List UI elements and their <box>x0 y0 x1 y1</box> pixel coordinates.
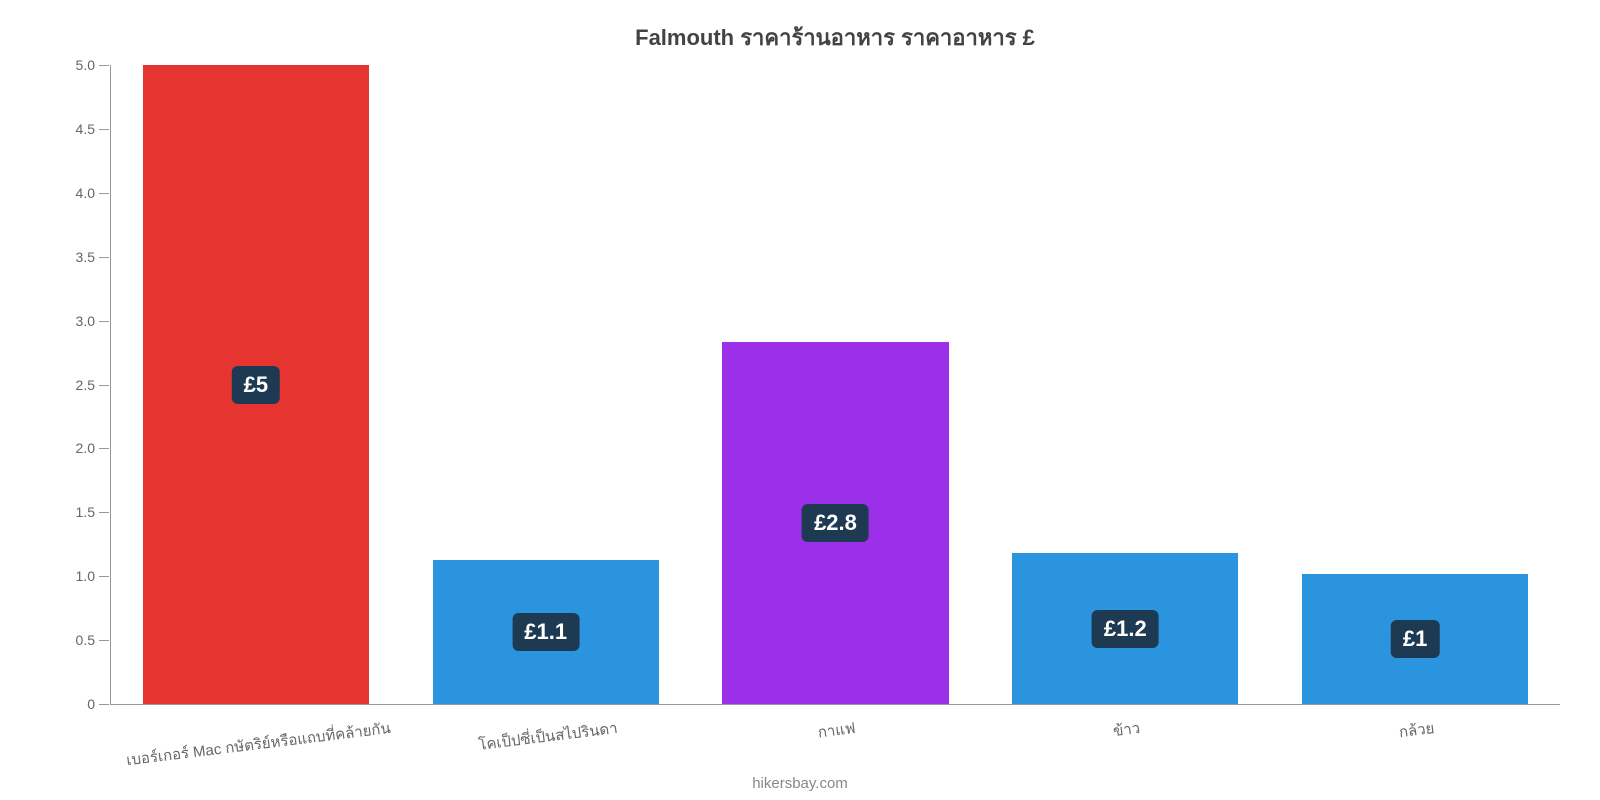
bars-container: £5เบอร์เกอร์ Mac กษัตริย์หรือแถบที่คล้าย… <box>111 65 1560 704</box>
y-tick <box>99 385 109 386</box>
value-badge: £1.2 <box>1092 610 1159 648</box>
bar-slot: £1.1โคเป็ปซี่เป็นสไปรินดา <box>401 65 691 704</box>
bar-slot: £5เบอร์เกอร์ Mac กษัตริย์หรือแถบที่คล้าย… <box>111 65 401 704</box>
y-tick <box>99 576 109 577</box>
x-category-label: เบอร์เกอร์ Mac กษัตริย์หรือแถบที่คล้ายกั… <box>125 716 392 772</box>
value-badge: £1.1 <box>512 613 579 651</box>
y-tick-label: 2.5 <box>76 377 95 393</box>
y-tick-label: 3.5 <box>76 249 95 265</box>
bar-slot: £1กล้วย <box>1270 65 1560 704</box>
y-tick-label: 0 <box>87 696 95 712</box>
value-badge: £1 <box>1391 620 1439 658</box>
y-tick-label: 4.0 <box>76 185 95 201</box>
y-tick <box>99 512 109 513</box>
bar: £1 <box>1302 574 1528 704</box>
bar-slot: £1.2ข้าว <box>980 65 1270 704</box>
y-tick-label: 1.0 <box>76 568 95 584</box>
y-tick <box>99 65 109 66</box>
bar: £5 <box>143 65 369 704</box>
bar: £1.1 <box>433 560 659 704</box>
y-tick-label: 0.5 <box>76 632 95 648</box>
y-tick <box>99 704 109 705</box>
value-badge: £5 <box>232 366 280 404</box>
bar-slot: £2.8กาแฟ <box>691 65 981 704</box>
y-tick-label: 5.0 <box>76 57 95 73</box>
price-bar-chart: Falmouth ราคาร้านอาหาร ราคาอาหาร £ £5เบอ… <box>0 0 1600 800</box>
y-tick <box>99 321 109 322</box>
y-tick <box>99 193 109 194</box>
plot-area: £5เบอร์เกอร์ Mac กษัตริย์หรือแถบที่คล้าย… <box>110 65 1560 705</box>
y-tick <box>99 257 109 258</box>
attribution-text: hikersbay.com <box>752 775 848 792</box>
value-badge: £2.8 <box>802 504 869 542</box>
y-tick <box>99 448 109 449</box>
y-tick-label: 3.0 <box>76 313 95 329</box>
y-tick-label: 4.5 <box>76 121 95 137</box>
bar: £2.8 <box>722 342 948 704</box>
y-tick <box>99 129 109 130</box>
x-category-label: โคเป็ปซี่เป็นสไปรินดา <box>477 716 619 757</box>
x-category-label: กาแฟ <box>817 716 857 744</box>
bar: £1.2 <box>1012 553 1238 704</box>
y-tick <box>99 640 109 641</box>
chart-title: Falmouth ราคาร้านอาหาร ราคาอาหาร £ <box>110 20 1560 55</box>
y-tick-label: 2.0 <box>76 440 95 456</box>
x-category-label: ข้าว <box>1112 716 1142 743</box>
x-category-label: กล้วย <box>1398 716 1436 744</box>
y-tick-label: 1.5 <box>76 504 95 520</box>
